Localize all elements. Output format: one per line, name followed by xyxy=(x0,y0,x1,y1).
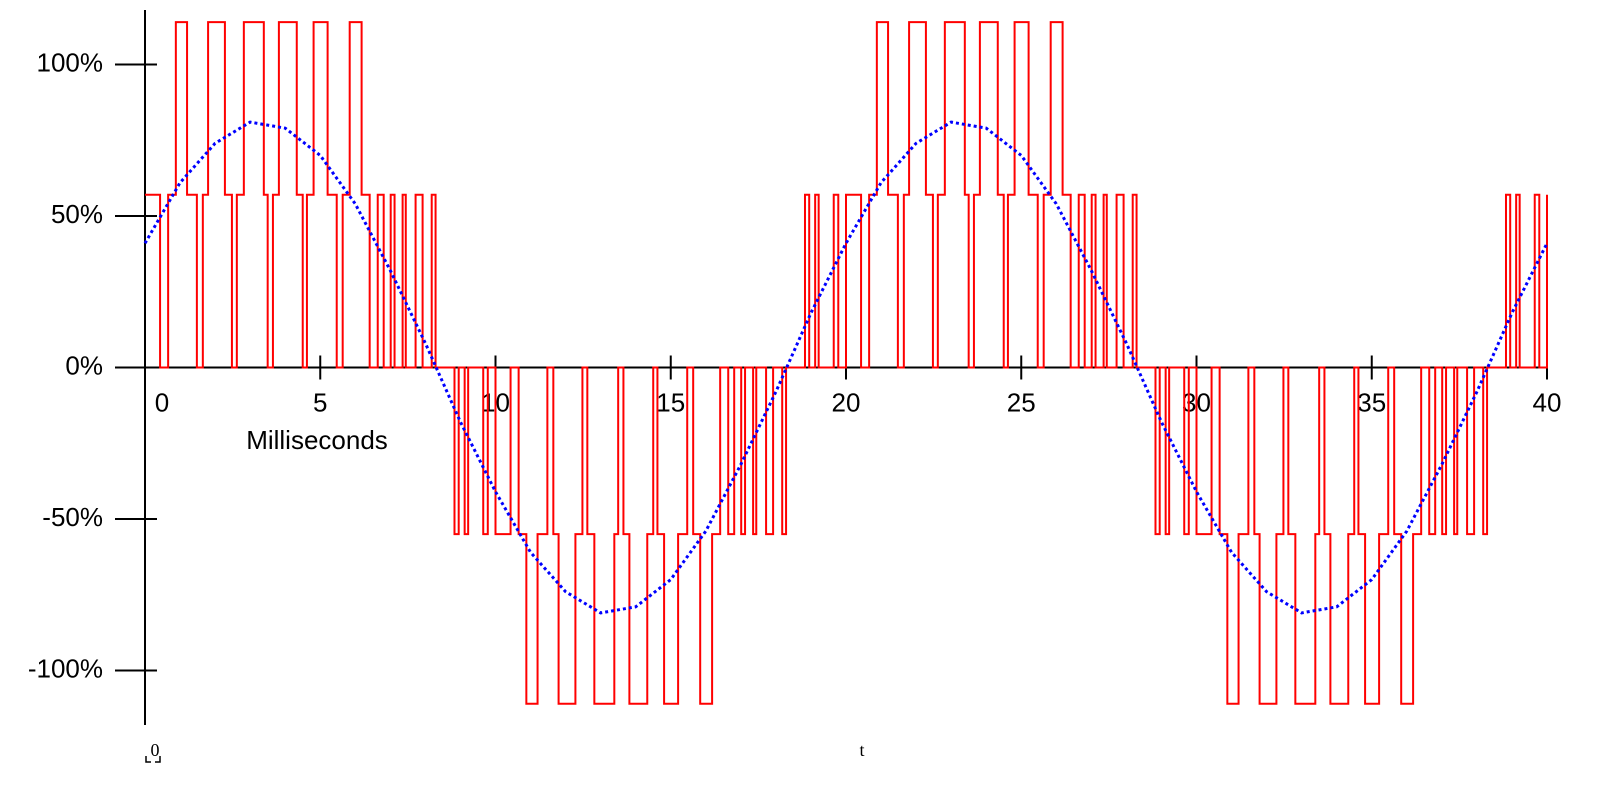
x-tick-label: 25 xyxy=(1007,387,1036,417)
annotation: t xyxy=(859,740,864,760)
bracket xyxy=(145,756,161,763)
x-tick-label: 40 xyxy=(1533,387,1562,417)
y-tick-label: 100% xyxy=(37,47,104,77)
annotation: 0 xyxy=(151,740,160,760)
x-tick-label: 0 xyxy=(155,387,169,417)
y-tick-label: 50% xyxy=(51,199,103,229)
y-tick-label: 0% xyxy=(65,350,103,380)
sine-line xyxy=(143,120,1549,615)
step-line xyxy=(145,21,1548,705)
y-tick-label: -50% xyxy=(42,502,103,532)
x-axis-label: Milliseconds xyxy=(246,425,388,455)
y-tick-label: -100% xyxy=(28,653,103,683)
x-tick-label: 15 xyxy=(656,387,685,417)
x-tick-label: 20 xyxy=(832,387,861,417)
x-tick-label: 5 xyxy=(313,387,327,417)
x-tick-label: 35 xyxy=(1357,387,1386,417)
